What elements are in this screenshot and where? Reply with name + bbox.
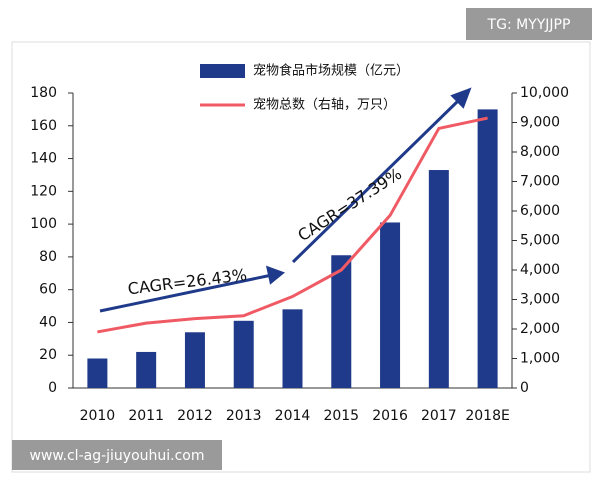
arrow-line [99,273,273,313]
y2-tick-label: 8,000 [520,144,560,160]
y-tick-label: 60 [39,282,57,298]
arrows [99,87,472,313]
y-tick-label: 100 [30,216,57,232]
y2-tick-label: 7,000 [520,174,560,190]
x-tick-label: 2016 [372,408,408,424]
watermark: TG: MYYJJPP [487,17,571,33]
y-tick-label: 160 [30,118,57,134]
watermark-box [12,440,222,470]
y-tick-label: 80 [39,249,57,265]
y2-tick-label: 0 [520,380,529,396]
bar [87,358,108,388]
y-tick-label: 40 [39,314,57,330]
frame [11,41,591,473]
bar [184,332,205,388]
y-tick-label: 180 [30,85,57,101]
x-tick-label: 2013 [226,408,262,424]
y2-tick-label: 6,000 [520,203,560,219]
bar [331,255,352,388]
x-tick-label: 2014 [275,408,311,424]
y2-tick-label: 9,000 [520,115,560,131]
x-tick-label: 2018E [465,408,509,424]
y2-tick-label: 1,000 [520,351,560,367]
arrow-head [265,265,286,285]
legend-label: 宠物总数（右轴，万只） [253,97,396,113]
watermark: www.cl-ag-jiuyouhui.com [29,448,204,464]
bar [282,309,303,388]
y2-tick-label: 2,000 [520,321,560,337]
bar [428,170,449,388]
arrow-head [450,87,472,109]
bar [380,222,401,388]
x-tick-label: 2011 [128,408,164,424]
line [97,116,488,334]
y2-tick-label: 4,000 [520,262,560,278]
bar [477,109,498,388]
x-tick-label: 2015 [323,408,359,424]
bar [136,351,157,388]
bar [233,320,254,388]
arrow-line [291,97,462,264]
x-tick-label: 2010 [80,408,116,424]
x-tick-label: 2012 [177,408,213,424]
y-tick-label: 120 [30,183,57,199]
x-tick-label: 2017 [421,408,457,424]
y2-tick-label: 3,000 [520,292,560,308]
legend-swatch [200,64,245,78]
y-tick-label: 0 [48,380,57,396]
y2-tick-label: 10,000 [520,85,569,101]
y-tick-label: 140 [30,151,57,167]
watermark-box [466,8,592,40]
y2-tick-label: 5,000 [520,233,560,249]
y-tick-label: 20 [39,347,57,363]
legend-label: 宠物食品市场规模（亿元） [253,63,409,79]
